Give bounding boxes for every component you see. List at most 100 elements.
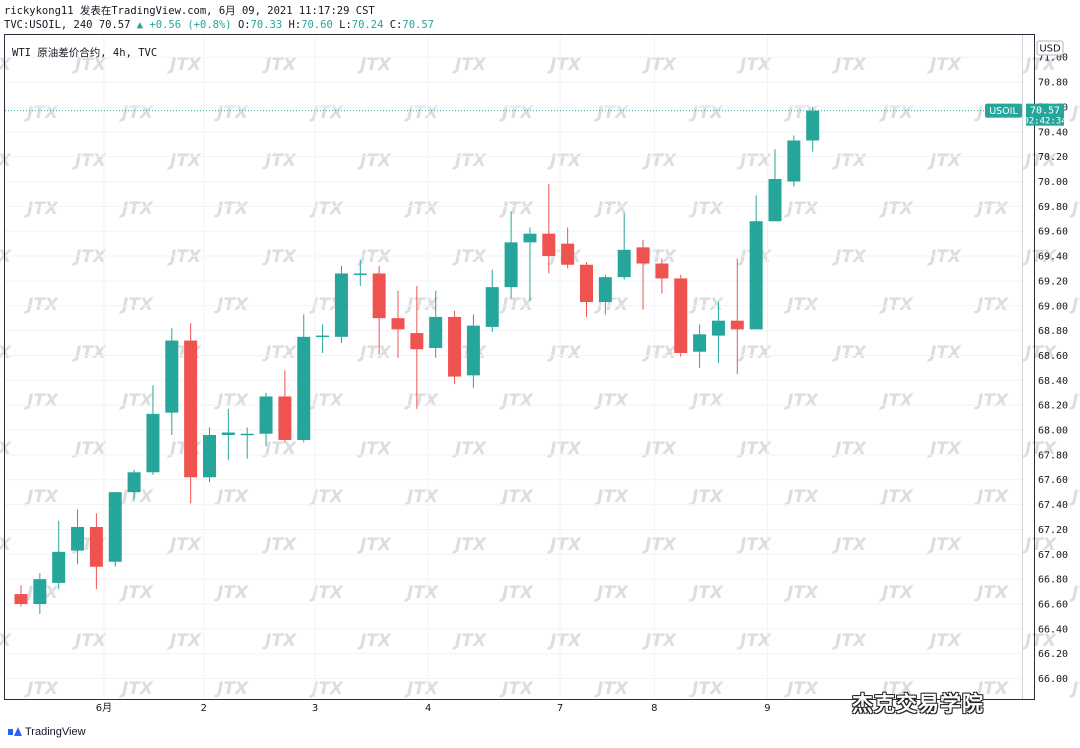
- jtx-watermark: JTX: [594, 103, 629, 123]
- candle-body: [33, 579, 47, 605]
- jtx-watermark: JTX: [1022, 631, 1057, 651]
- y-tick-label: 68.20: [1038, 401, 1068, 412]
- y-tick-label: 67.80: [1038, 450, 1068, 461]
- jtx-watermark: JTX: [72, 343, 107, 363]
- candle: [316, 324, 330, 353]
- candle: [580, 262, 593, 317]
- jtx-watermark: JTX: [119, 679, 154, 699]
- jtx-watermark: JTX: [1022, 55, 1057, 75]
- jtx-watermark: JTX: [72, 247, 107, 267]
- x-tick-label: 3: [312, 703, 318, 714]
- jtx-watermark: JTX: [0, 631, 12, 651]
- tradingview-logo-icon: [8, 727, 22, 737]
- close-value: 70.57: [402, 19, 434, 31]
- jtx-watermark: JTX: [214, 103, 249, 123]
- jtx-watermark: JTX: [1022, 247, 1057, 267]
- y-tick-label: 67.40: [1038, 500, 1068, 511]
- jtx-watermark: JTX: [357, 247, 392, 267]
- jtx-watermark: JTX: [689, 103, 724, 123]
- jtx-watermark: JTX: [119, 103, 154, 123]
- jtx-watermark: JTX: [1069, 487, 1080, 507]
- jtx-watermark: JTX: [642, 151, 677, 171]
- jtx-watermark: JTX: [689, 487, 724, 507]
- y-tick-label: 69.20: [1038, 276, 1068, 287]
- candle-body: [561, 243, 575, 265]
- candle-body: [580, 264, 593, 303]
- jtx-watermark: JTX: [72, 55, 107, 75]
- author-line: rickykong11 发表在TradingView.com, 6月 09, 2…: [4, 5, 375, 17]
- jtx-watermark: JTX: [404, 487, 439, 507]
- jtx-watermark: JTX: [24, 487, 59, 507]
- candle-body: [127, 472, 141, 493]
- candle-body: [353, 273, 367, 275]
- y-tick-label: 67.60: [1038, 475, 1068, 486]
- candle: [71, 509, 85, 565]
- candle-body: [391, 318, 405, 330]
- candle: [674, 274, 688, 357]
- jtx-watermark: JTX: [452, 55, 487, 75]
- candle-body: [806, 110, 820, 141]
- candle-body: [617, 249, 631, 278]
- y-tick-label: 69.60: [1038, 227, 1068, 238]
- candle: [259, 392, 273, 447]
- jtx-watermark: JTX: [357, 535, 392, 555]
- jtx-watermark: JTX: [309, 487, 344, 507]
- jtx-watermark: JTX: [784, 295, 819, 315]
- candle-body: [14, 594, 28, 605]
- candle: [448, 310, 462, 385]
- candle-body: [259, 396, 273, 434]
- y-tick-label: 68.60: [1038, 351, 1068, 362]
- jtx-watermark: JTX: [499, 103, 534, 123]
- jtx-watermark: JTX: [737, 343, 772, 363]
- candle: [504, 211, 518, 299]
- jtx-watermark: JTX: [974, 391, 1009, 411]
- candle-body: [730, 320, 744, 330]
- candle: [730, 258, 744, 375]
- jtx-watermark: JTX: [262, 247, 297, 267]
- jtx-watermark: JTX: [262, 343, 297, 363]
- candle-body: [598, 277, 612, 303]
- jtx-watermark: JTX: [357, 55, 392, 75]
- jtx-watermark: JTX: [72, 439, 107, 459]
- candle-body: [71, 526, 85, 551]
- candle: [184, 323, 198, 504]
- x-tick-label: 7: [557, 703, 563, 714]
- y-tick-label: 70.00: [1038, 177, 1068, 188]
- jtx-watermark: JTX: [832, 343, 867, 363]
- jtx-watermark: JTX: [72, 151, 107, 171]
- jtx-watermark: JTX: [404, 295, 439, 315]
- jtx-watermark: JTX: [72, 631, 107, 651]
- jtx-watermark: JTX: [452, 151, 487, 171]
- symbol-info: TVC:USOIL, 240 70.57: [4, 19, 131, 31]
- candle: [806, 106, 820, 152]
- candle: [561, 227, 575, 269]
- jtx-watermark: JTX: [1069, 295, 1080, 315]
- candle: [391, 290, 405, 358]
- y-tick-label: 67.20: [1038, 525, 1068, 536]
- jtx-watermark: JTX: [0, 247, 12, 267]
- y-tick-label: 70.80: [1038, 78, 1068, 89]
- candle: [655, 258, 669, 294]
- jtx-watermark: JTX: [452, 631, 487, 651]
- chart-pane[interactable]: [4, 34, 1035, 700]
- jtx-watermark: JTX: [594, 199, 629, 219]
- jtx-watermark: JTX: [24, 295, 59, 315]
- candle-body: [203, 435, 216, 478]
- candle: [636, 239, 650, 310]
- jtx-watermark: JTX: [547, 55, 582, 75]
- jtx-watermark: JTX: [167, 247, 202, 267]
- y-tick-label: 66.80: [1038, 575, 1068, 586]
- jtx-watermark: JTX: [879, 679, 914, 699]
- y-tick-label: 66.00: [1038, 674, 1068, 685]
- candle-body: [711, 320, 725, 336]
- jtx-watermark: JTX: [879, 103, 914, 123]
- jtx-watermark: JTX: [24, 199, 59, 219]
- jtx-watermark: JTX: [119, 583, 154, 603]
- jtx-watermark: JTX: [0, 151, 12, 171]
- candle: [598, 274, 612, 315]
- last-price-tag-bg: [1026, 103, 1064, 126]
- jtx-watermark: JTX: [832, 247, 867, 267]
- candle: [466, 314, 480, 388]
- currency-label: USD: [1039, 44, 1061, 55]
